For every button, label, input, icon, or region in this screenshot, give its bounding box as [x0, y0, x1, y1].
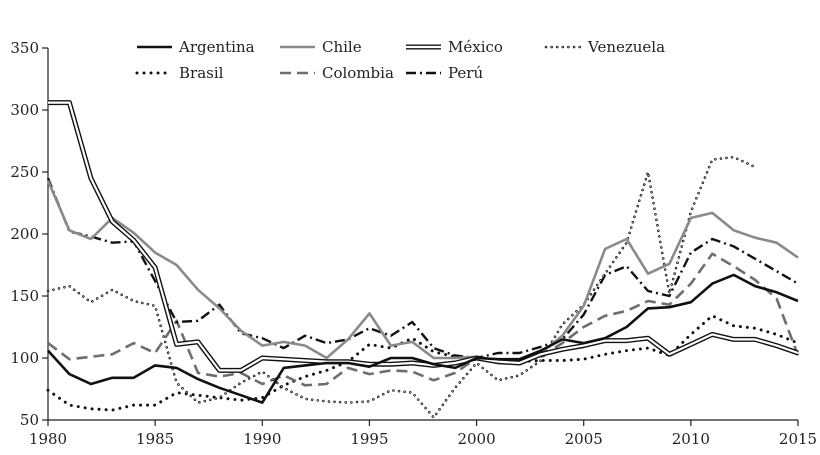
- legend-item-chile: Chile: [280, 38, 362, 56]
- legend-item-peru: Perú: [406, 64, 483, 82]
- legend-item-mexico: México: [406, 38, 503, 56]
- legend-label-mexico: México: [448, 38, 503, 56]
- legend-label-peru: Perú: [448, 64, 483, 82]
- series-colombia: [47, 252, 800, 387]
- y-tick-label: 300: [10, 101, 39, 119]
- x-tick-label: 2005: [565, 430, 603, 448]
- legend-label-argentina: Argentina: [178, 38, 255, 56]
- series-chile: [46, 180, 799, 365]
- legend-label-chile: Chile: [322, 38, 362, 56]
- legend-item-colombia: Colombia: [280, 64, 394, 82]
- series-venezuela: [46, 155, 757, 419]
- y-tick-label: 350: [10, 39, 39, 57]
- series-argentina: [47, 273, 799, 404]
- series-line-inner-mexico: [48, 101, 799, 372]
- x-tick-label: 2000: [457, 430, 495, 448]
- series-line-chile: [46, 180, 799, 365]
- legend-item-argentina: Argentina: [137, 38, 255, 56]
- legend-item-venezuela: Venezuela: [544, 38, 665, 56]
- series-line-inner-venezuela: [47, 156, 756, 418]
- series-line-venezuela: [46, 155, 757, 419]
- legend-label-colombia: Colombia: [322, 64, 394, 82]
- legend-label-brasil: Brasil: [179, 64, 224, 82]
- series-line-argentina: [47, 273, 799, 404]
- y-tick-label: 50: [20, 411, 39, 429]
- series-line-peru: [46, 177, 799, 360]
- series-peru: [46, 177, 799, 360]
- legend: Argentina Chile México Venezuela Brasil …: [135, 38, 665, 82]
- x-tick-label: 1985: [136, 430, 174, 448]
- x-tick-label: 1995: [350, 430, 388, 448]
- legend-label-venezuela: Venezuela: [587, 38, 665, 56]
- x-tick-label: 1990: [243, 430, 281, 448]
- series-mexico: [48, 100, 799, 373]
- y-tick-label: 150: [10, 287, 39, 305]
- tick-marks: 50 100 150 200 250 300 350 1980 1985 1990 1995 2000…: [10, 39, 817, 448]
- x-tick-label: 2010: [672, 430, 710, 448]
- x-tick-label: 2015: [779, 430, 817, 448]
- legend-item-brasil: Brasil: [135, 64, 224, 82]
- y-tick-label: 250: [10, 163, 39, 181]
- y-tick-label: 100: [10, 349, 39, 367]
- series-layer: [46, 100, 800, 419]
- series-line-colombia: [47, 252, 800, 387]
- y-tick-label: 200: [10, 225, 39, 243]
- x-tick-label: 1980: [29, 430, 67, 448]
